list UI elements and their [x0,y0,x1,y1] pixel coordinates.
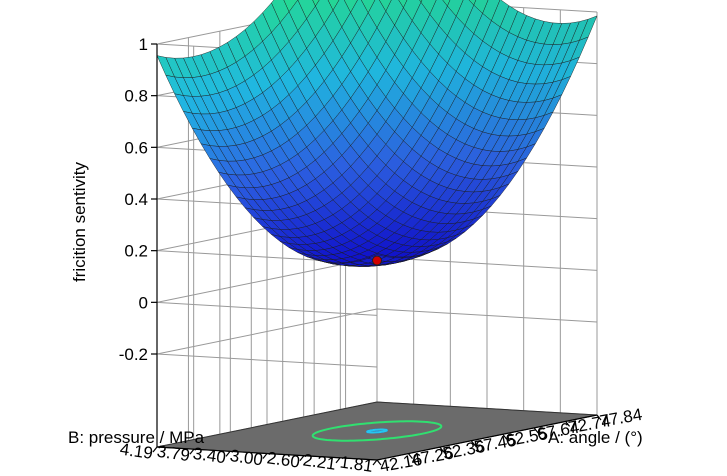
floor-contour-line [366,428,388,434]
z-tick-label: 0.4 [124,190,148,209]
x-axis-tick [533,427,539,434]
y-axis-tick [189,448,195,455]
z-tick-label: 1 [139,35,148,54]
z-tick-label: 0.2 [124,242,148,261]
y-axis-tick [152,446,158,453]
floor-contour-line [311,420,443,442]
surface-patch [398,0,408,9]
left-wall-grid-line [156,353,378,368]
z-tick-label: -0.2 [119,345,148,364]
x-axis-tick [439,446,445,453]
y-tick-label: 3.00 [229,446,264,469]
y-axis-title: B: pressure / MPa [68,428,205,447]
x-axis-tick [596,414,602,421]
x-axis-tick [407,453,413,459]
y-axis-tick [372,459,378,466]
y-tick-label: 2.60 [266,448,301,471]
back-wall-grid-line [156,308,378,355]
x-axis-tick [502,433,508,440]
z-tick-label: 0.6 [124,138,148,157]
y-axis-tick [225,450,231,457]
x-axis-title: A: angle / (°) [548,428,643,447]
z-tick-label: 0 [139,293,148,312]
x-axis-line [376,414,598,461]
z-axis-title: fricition sentivity [70,162,89,282]
z-tick-label: 0.8 [124,87,148,106]
y-tick-label: 3.79 [156,442,191,465]
right-wall-grid-line [376,256,598,271]
y-tick-label: 4.19 [119,440,154,463]
left-wall-grid-line [156,301,378,316]
y-axis-tick [299,455,305,462]
y-axis-tick [335,457,341,464]
response-surface [156,0,598,267]
y-tick-label: 1.81 [339,453,374,476]
x-axis-tick [376,459,382,466]
y-axis-tick [262,453,268,459]
y-tick-label: 3.40 [192,444,227,467]
x-axis-tick [470,440,476,447]
x-axis-tick [565,421,571,427]
surface-patch [312,0,320,7]
right-wall-grid-line [376,308,598,323]
center-design-point [372,255,382,266]
surface-patch [442,0,451,7]
y-tick-label: 2.21 [302,450,337,473]
